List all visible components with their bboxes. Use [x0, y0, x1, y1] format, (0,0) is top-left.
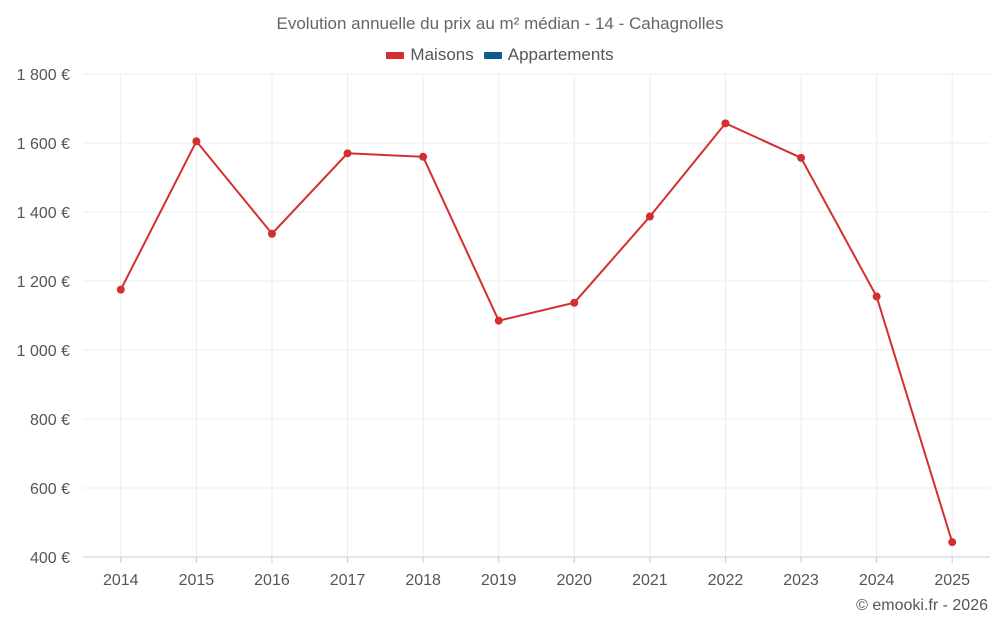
- y-tick-label: 400 €: [30, 550, 70, 567]
- x-tick-label: 2024: [859, 572, 895, 589]
- credit: © emooki.fr - 2026: [856, 597, 988, 614]
- data-point: [494, 316, 503, 325]
- legend-label-maisons: Maisons: [410, 45, 474, 64]
- data-point: [570, 298, 579, 307]
- y-tick-label: 600 €: [30, 481, 70, 498]
- chart-title: Evolution annuelle du prix au m² médian …: [276, 14, 724, 33]
- y-tick-label: 1 400 €: [17, 205, 70, 222]
- x-tick-label: 2023: [783, 572, 819, 589]
- data-point: [343, 149, 352, 158]
- x-tick-label: 2025: [934, 572, 970, 589]
- legend-item-appartements[interactable]: Appartements: [483, 45, 614, 65]
- x-tick-label: 2017: [330, 572, 366, 589]
- data-point: [116, 285, 125, 294]
- data-point: [645, 212, 654, 221]
- y-tick-label: 1 600 €: [17, 136, 70, 153]
- x-tick-label: 2014: [103, 572, 139, 589]
- x-tick-label: 2016: [254, 572, 290, 589]
- y-tick-label: 1 200 €: [17, 274, 70, 291]
- data-point: [872, 292, 881, 301]
- y-tick-label: 800 €: [30, 412, 70, 429]
- x-tick-label: 2019: [481, 572, 517, 589]
- data-point: [797, 153, 806, 162]
- data-point: [192, 137, 201, 146]
- legend-swatch-maisons: [386, 51, 405, 59]
- legend-label-appartements: Appartements: [507, 45, 614, 64]
- legend-swatch-appartements: [483, 51, 502, 59]
- series-line-maisons: [119, 122, 954, 543]
- x-tick-label: 2015: [179, 572, 215, 589]
- x-tick-label: 2020: [556, 572, 592, 589]
- data-point: [419, 152, 428, 161]
- y-tick-label: 1 800 €: [17, 67, 70, 84]
- legend-item-maisons[interactable]: Maisons: [386, 45, 474, 65]
- legend: Maisons Appartements: [0, 45, 1000, 65]
- x-tick-label: 2022: [708, 572, 744, 589]
- data-point: [721, 119, 730, 128]
- y-tick-label: 1 000 €: [17, 343, 70, 360]
- data-point: [948, 538, 957, 547]
- x-tick-label: 2021: [632, 572, 668, 589]
- data-point: [267, 229, 276, 238]
- x-tick-label: 2018: [405, 572, 441, 589]
